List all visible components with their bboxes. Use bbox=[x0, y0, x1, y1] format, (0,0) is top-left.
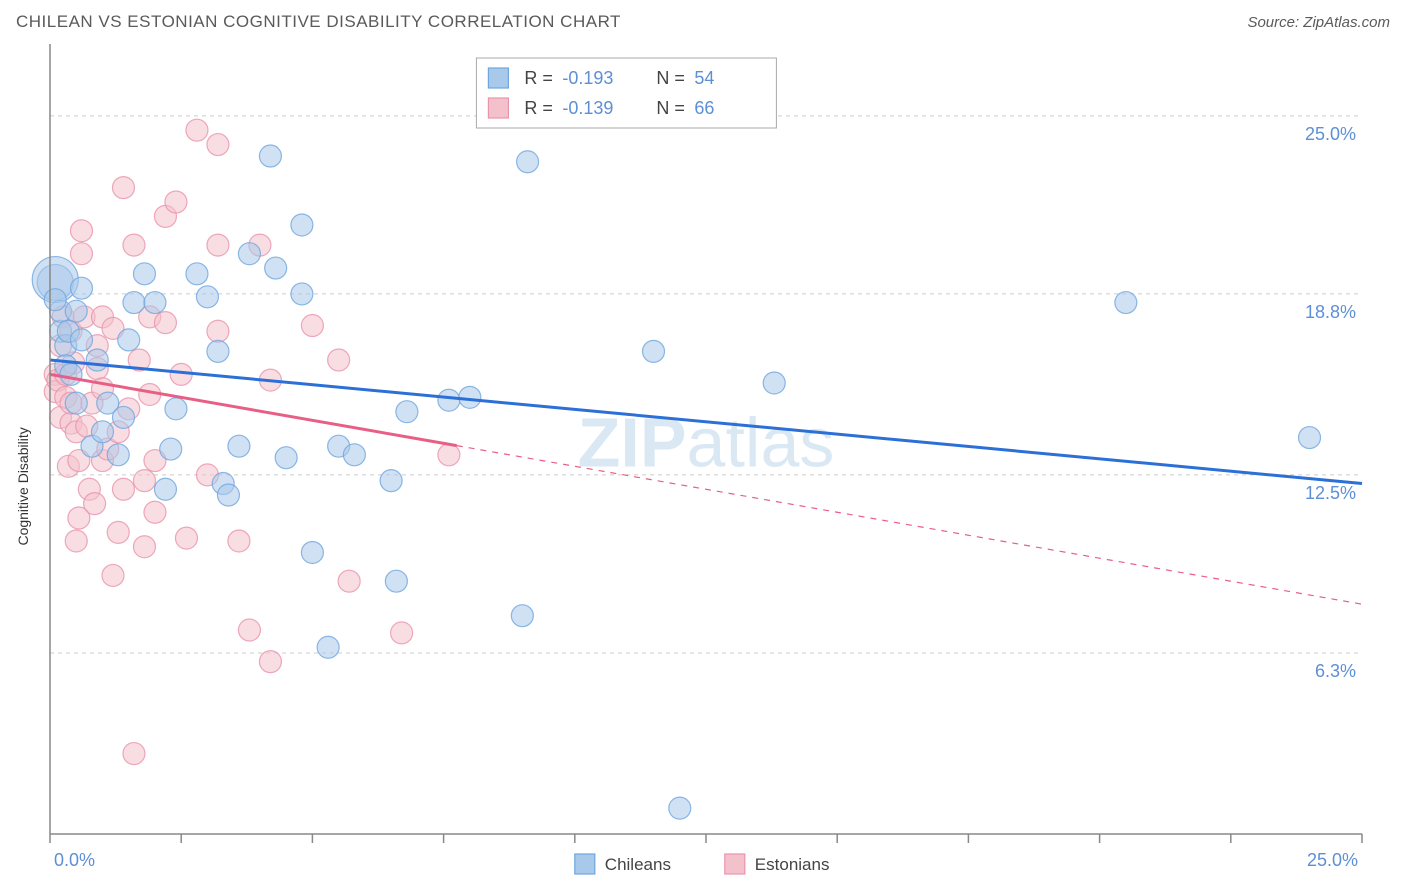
pink-point bbox=[112, 177, 134, 199]
x-max-label: 25.0% bbox=[1307, 850, 1358, 870]
legend-swatch bbox=[488, 98, 508, 118]
blue-point bbox=[44, 289, 66, 311]
pink-point bbox=[301, 315, 323, 337]
chart-title: CHILEAN VS ESTONIAN COGNITIVE DISABILITY… bbox=[16, 12, 621, 32]
blue-point bbox=[118, 329, 140, 351]
blue-point bbox=[275, 447, 297, 469]
legend-r-label: R = bbox=[524, 68, 553, 88]
bottom-legend-swatch bbox=[725, 854, 745, 874]
pink-point bbox=[328, 349, 350, 371]
y-tick-label: 6.3% bbox=[1315, 661, 1356, 681]
blue-point bbox=[70, 329, 92, 351]
x-min-label: 0.0% bbox=[54, 850, 95, 870]
blue-point bbox=[207, 340, 229, 362]
pink-point bbox=[133, 470, 155, 492]
pink-point bbox=[165, 191, 187, 213]
pink-point bbox=[70, 243, 92, 265]
blue-point bbox=[380, 470, 402, 492]
pink-point bbox=[238, 619, 260, 641]
pink-point bbox=[207, 134, 229, 156]
pink-point bbox=[186, 119, 208, 141]
pink-point bbox=[438, 444, 460, 466]
blue-point bbox=[165, 398, 187, 420]
blue-point bbox=[112, 406, 134, 428]
legend-box bbox=[476, 58, 776, 128]
y-tick-label: 25.0% bbox=[1305, 124, 1356, 144]
blue-point bbox=[669, 797, 691, 819]
legend-n-value: 66 bbox=[694, 98, 714, 118]
pink-point bbox=[207, 234, 229, 256]
pink-point bbox=[175, 527, 197, 549]
blue-point bbox=[107, 444, 129, 466]
pink-point bbox=[228, 530, 250, 552]
blue-point bbox=[160, 438, 182, 460]
scatter-chart: 6.3% 12.5% 18.8% 25.0% ZIPatlas Cognitive Dis… bbox=[0, 44, 1406, 892]
pink-point bbox=[65, 530, 87, 552]
blue-point bbox=[186, 263, 208, 285]
pink-point bbox=[144, 501, 166, 523]
legend-r-label: R = bbox=[524, 98, 553, 118]
bottom-legend-label: Chileans bbox=[605, 855, 671, 874]
blue-point bbox=[511, 605, 533, 627]
blue-point bbox=[65, 300, 87, 322]
bottom-legend-label: Estonians bbox=[755, 855, 830, 874]
blue-point bbox=[343, 444, 365, 466]
pink-point bbox=[338, 570, 360, 592]
blue-point bbox=[144, 292, 166, 314]
legend-r-value: -0.139 bbox=[562, 98, 613, 118]
legend-swatch bbox=[488, 68, 508, 88]
blue-point bbox=[291, 214, 313, 236]
blue-point bbox=[238, 243, 260, 265]
blue-point bbox=[228, 435, 250, 457]
legend-n-value: 54 bbox=[694, 68, 714, 88]
blue-point bbox=[123, 292, 145, 314]
blue-point bbox=[65, 392, 87, 414]
y-tick-label: 12.5% bbox=[1305, 483, 1356, 503]
legend-n-label: N = bbox=[656, 98, 685, 118]
blue-point bbox=[763, 372, 785, 394]
blue-point bbox=[396, 401, 418, 423]
blue-point bbox=[196, 286, 218, 308]
pink-point bbox=[123, 743, 145, 765]
bottom-legend-swatch bbox=[575, 854, 595, 874]
blue-point bbox=[265, 257, 287, 279]
watermark: ZIPatlas bbox=[578, 403, 835, 481]
blue-point bbox=[217, 484, 239, 506]
y-axis-title: Cognitive Disability bbox=[15, 427, 31, 545]
pink-point bbox=[107, 521, 129, 543]
blue-point bbox=[86, 349, 108, 371]
y-tick-label: 18.8% bbox=[1305, 302, 1356, 322]
blue-point bbox=[70, 277, 92, 299]
pink-point bbox=[112, 478, 134, 500]
blue-point bbox=[291, 283, 313, 305]
blue-point bbox=[385, 570, 407, 592]
blue-point bbox=[517, 151, 539, 173]
chart-area: 6.3% 12.5% 18.8% 25.0% ZIPatlas Cognitive Dis… bbox=[0, 44, 1406, 892]
blue-point bbox=[133, 263, 155, 285]
source-label: Source: ZipAtlas.com bbox=[1247, 14, 1390, 31]
blue-point bbox=[259, 145, 281, 167]
pink-point bbox=[123, 234, 145, 256]
legend-n-label: N = bbox=[656, 68, 685, 88]
legend-r-value: -0.193 bbox=[562, 68, 613, 88]
blue-point bbox=[301, 541, 323, 563]
pink-point bbox=[133, 536, 155, 558]
pink-point bbox=[70, 220, 92, 242]
pink-point bbox=[154, 312, 176, 334]
blue-point bbox=[643, 340, 665, 362]
blue-point bbox=[1115, 292, 1137, 314]
pink-point bbox=[207, 320, 229, 342]
blue-point bbox=[438, 389, 460, 411]
blue-point bbox=[91, 421, 113, 443]
blue-point bbox=[154, 478, 176, 500]
blue-point bbox=[60, 363, 82, 385]
blue-point bbox=[1299, 427, 1321, 449]
pink-point bbox=[391, 622, 413, 644]
blue-point bbox=[317, 636, 339, 658]
pink-point bbox=[102, 564, 124, 586]
pink-point bbox=[84, 493, 106, 515]
pink-point bbox=[259, 651, 281, 673]
